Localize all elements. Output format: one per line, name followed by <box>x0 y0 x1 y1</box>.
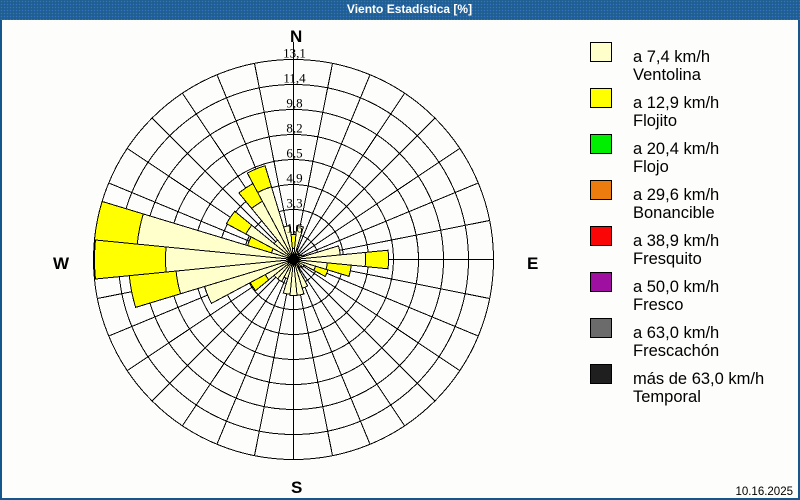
svg-text:6,5: 6,5 <box>286 146 302 161</box>
svg-text:13,1: 13,1 <box>283 46 306 61</box>
svg-text:8,2: 8,2 <box>286 121 302 136</box>
svg-text:9,8: 9,8 <box>286 96 302 111</box>
svg-text:1,6: 1,6 <box>286 221 303 236</box>
svg-text:11,4: 11,4 <box>283 71 306 86</box>
svg-text:4,9: 4,9 <box>286 171 302 186</box>
svg-text:3,3: 3,3 <box>286 196 302 211</box>
